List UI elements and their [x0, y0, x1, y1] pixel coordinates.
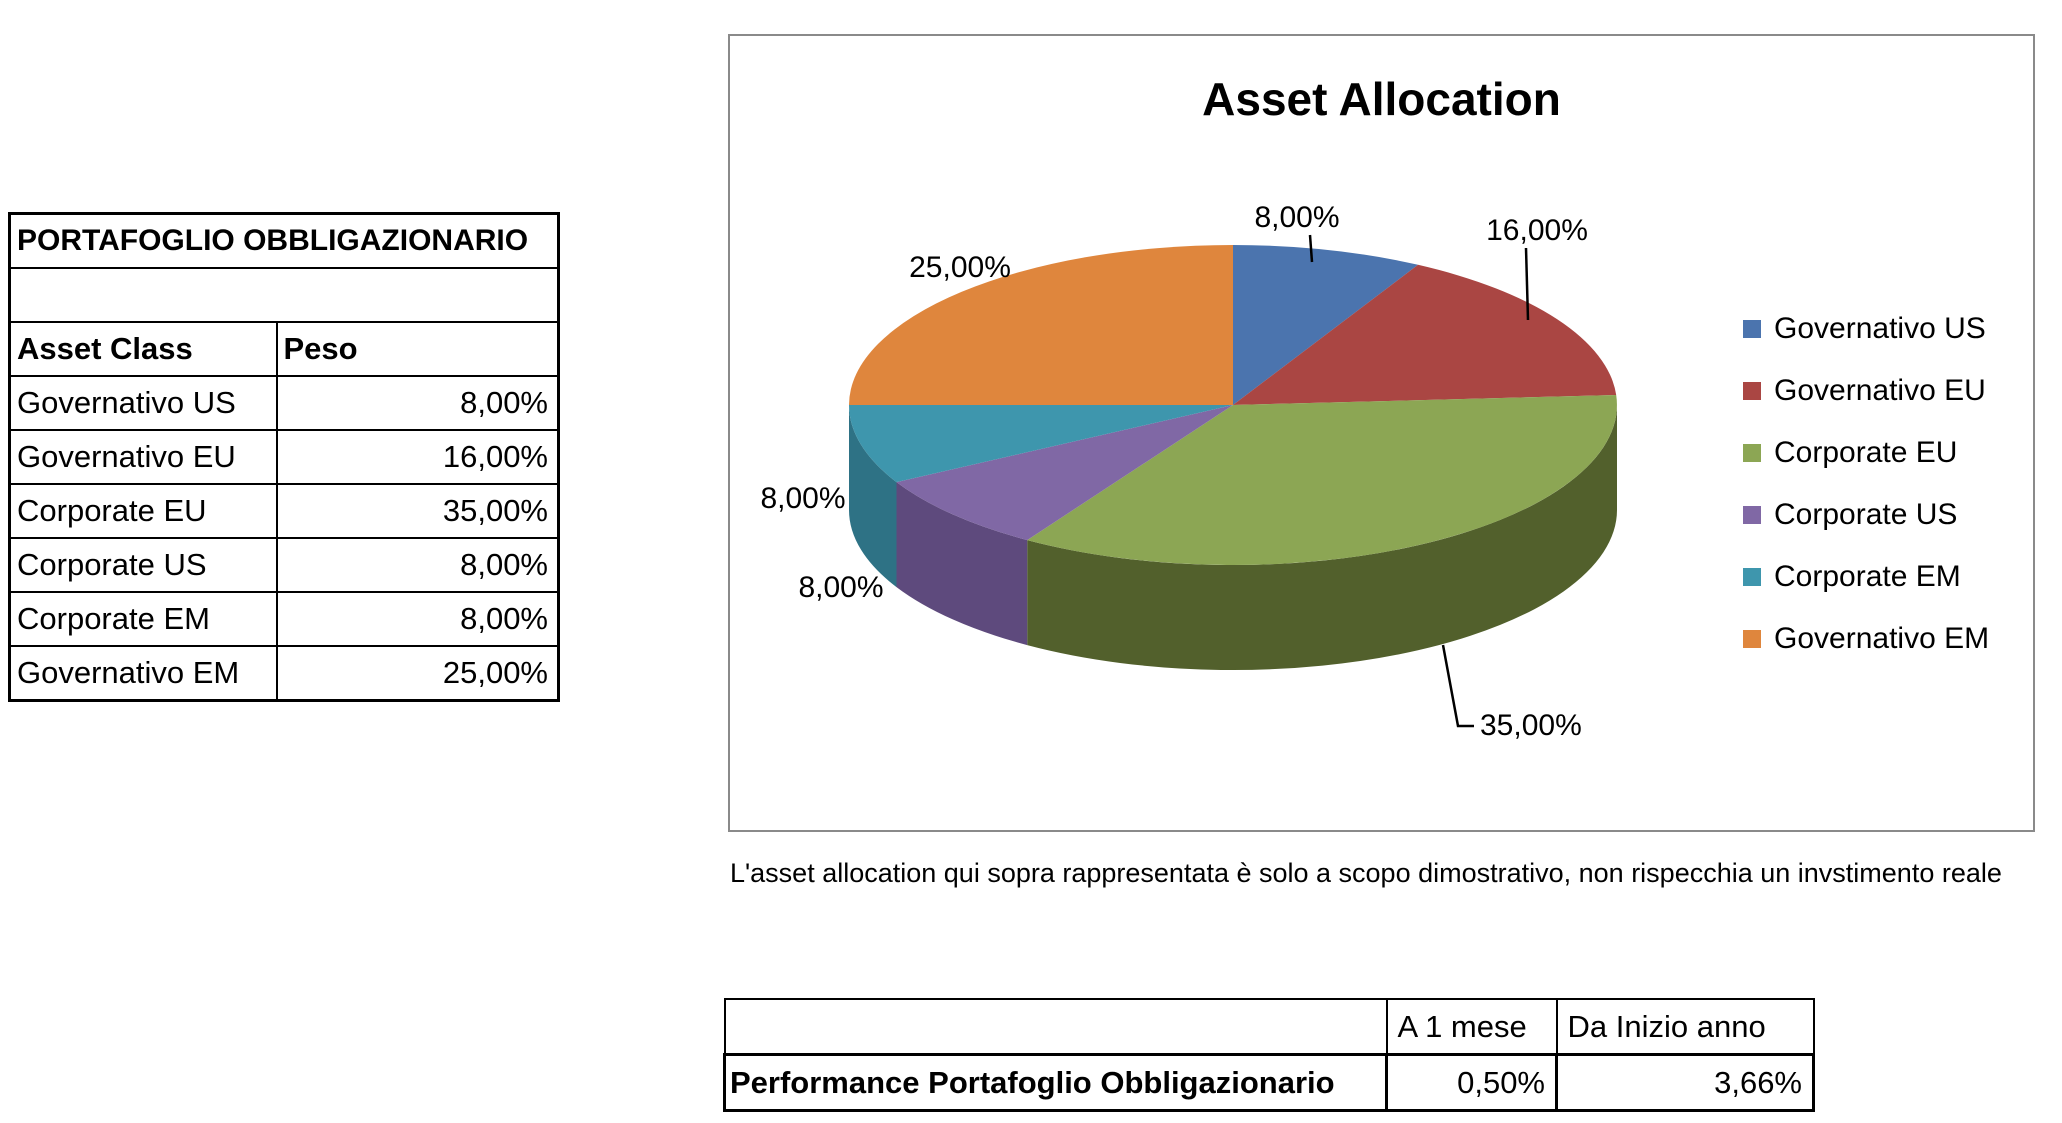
pie-data-label: 8,00%: [798, 571, 883, 604]
performance-data-row: Performance Portafoglio Obbligazionario …: [723, 1053, 1815, 1112]
legend-item-corporate-em[interactable]: Corporate EM: [1743, 560, 1989, 593]
legend-swatch-icon: [1743, 382, 1761, 400]
legend-label: Governativo EM: [1774, 622, 1990, 655]
pie-chart-canvas: 8,00% 16,00% 35,00% 8,00% 8,00% 25,00%: [760, 201, 1617, 742]
disclaimer-text: L'asset allocation qui sopra rappresenta…: [730, 858, 2002, 888]
pie-slice-corporate-eu[interactable]: [1027, 395, 1617, 566]
legend-item-governativo-us[interactable]: Governativo US: [1743, 312, 1989, 345]
pie-data-label: 25,00%: [909, 251, 1011, 284]
table-row: Governativo EM 25,00%: [8, 645, 560, 702]
legend-item-governativo-em[interactable]: Governativo EM: [1743, 622, 1990, 655]
table-row: PORTAFOGLIO OBBLIGAZIONARIO: [8, 212, 560, 269]
peso-cell[interactable]: 8,00%: [275, 591, 560, 647]
portfolio-table: PORTAFOGLIO OBBLIGAZIONARIO Asset Class …: [8, 212, 560, 702]
pie-data-label: 8,00%: [1254, 201, 1339, 234]
pie-slice-corporate-us[interactable]: [896, 405, 1234, 541]
performance-1-month-value[interactable]: 0,50%: [1385, 1053, 1558, 1112]
asset-class-cell[interactable]: Governativo US: [8, 375, 278, 431]
portfolio-table-title[interactable]: PORTAFOGLIO OBBLIGAZIONARIO: [8, 212, 560, 269]
table-header-row: Asset Class Peso: [8, 321, 560, 377]
table-row: Corporate US 8,00%: [8, 537, 560, 593]
asset-class-cell[interactable]: Governativo EM: [8, 645, 278, 702]
legend-swatch-icon: [1743, 630, 1761, 648]
asset-class-cell[interactable]: Corporate EM: [8, 591, 278, 647]
legend-swatch-icon: [1743, 320, 1761, 338]
table-row: [8, 267, 560, 323]
data-label-leader-line: [1308, 234, 1314, 263]
pie-slice-side: [896, 482, 1028, 646]
pie-chart-frame[interactable]: 8,00% 16,00% 35,00% 8,00% 8,00% 25,00% Asset …: [728, 34, 2035, 832]
pie-slice-side: [849, 405, 897, 588]
performance-table: A 1 mese Da Inizio anno Performance Port…: [723, 998, 1815, 1112]
legend-swatch-icon: [1743, 506, 1761, 524]
data-label-leader-line: [1524, 247, 1530, 321]
legend-item-governativo-eu[interactable]: Governativo EU: [1743, 374, 1989, 407]
peso-cell[interactable]: 25,00%: [275, 645, 560, 702]
peso-cell[interactable]: 8,00%: [275, 537, 560, 593]
table-row: Governativo EU 16,00%: [8, 429, 560, 485]
pie-slice-governativo-em[interactable]: [849, 245, 1233, 405]
table-row: Corporate EM 8,00%: [8, 591, 560, 647]
legend-swatch-icon: [1743, 568, 1761, 586]
legend-item-corporate-eu[interactable]: Corporate EU: [1743, 436, 1989, 469]
legend-label: Governativo EU: [1774, 374, 1986, 407]
performance-header-row: A 1 mese Da Inizio anno: [723, 998, 1815, 1056]
legend-label: Corporate EU: [1774, 436, 1958, 469]
pie-data-label: 16,00%: [1486, 214, 1588, 247]
peso-cell[interactable]: 16,00%: [275, 429, 560, 485]
empty-cell[interactable]: [723, 998, 1388, 1056]
pie-slice-side: [1027, 405, 1617, 671]
column-header-peso[interactable]: Peso: [275, 321, 560, 377]
column-header-asset-class[interactable]: Asset Class: [8, 321, 278, 377]
column-header-1-month[interactable]: A 1 mese: [1385, 998, 1558, 1056]
pie-slice-corporate-em[interactable]: [849, 405, 1233, 483]
chart-title[interactable]: Asset Allocation: [1202, 73, 1561, 125]
column-header-ytd[interactable]: Da Inizio anno: [1555, 998, 1815, 1056]
asset-class-cell[interactable]: Governativo EU: [8, 429, 278, 485]
chart-legend: Governativo US Governativo EU Corporate …: [1743, 312, 1990, 655]
legend-item-corporate-us[interactable]: Corporate US: [1743, 498, 1989, 531]
table-row: Governativo US 8,00%: [8, 375, 560, 431]
legend-swatch-icon: [1743, 444, 1761, 462]
peso-cell[interactable]: 8,00%: [275, 375, 560, 431]
pie-slice-governativo-us[interactable]: [1233, 245, 1418, 405]
asset-class-cell[interactable]: Corporate EU: [8, 483, 278, 539]
pie-data-label: 8,00%: [760, 482, 845, 515]
peso-cell[interactable]: 35,00%: [275, 483, 560, 539]
asset-class-cell[interactable]: Corporate US: [8, 537, 278, 593]
table-row: Corporate EU 35,00%: [8, 483, 560, 539]
pie-slice-governativo-eu[interactable]: [1233, 264, 1617, 405]
performance-row-label[interactable]: Performance Portafoglio Obbligazionario: [723, 1053, 1388, 1112]
pie-data-label: 35,00%: [1480, 709, 1582, 742]
performance-ytd-value[interactable]: 3,66%: [1555, 1053, 1815, 1112]
legend-label: Governativo US: [1774, 312, 1986, 345]
legend-label: Corporate US: [1774, 498, 1958, 531]
data-label-leader-line: [1441, 644, 1474, 728]
legend-label: Corporate EM: [1774, 560, 1961, 593]
empty-cell[interactable]: [8, 267, 560, 323]
